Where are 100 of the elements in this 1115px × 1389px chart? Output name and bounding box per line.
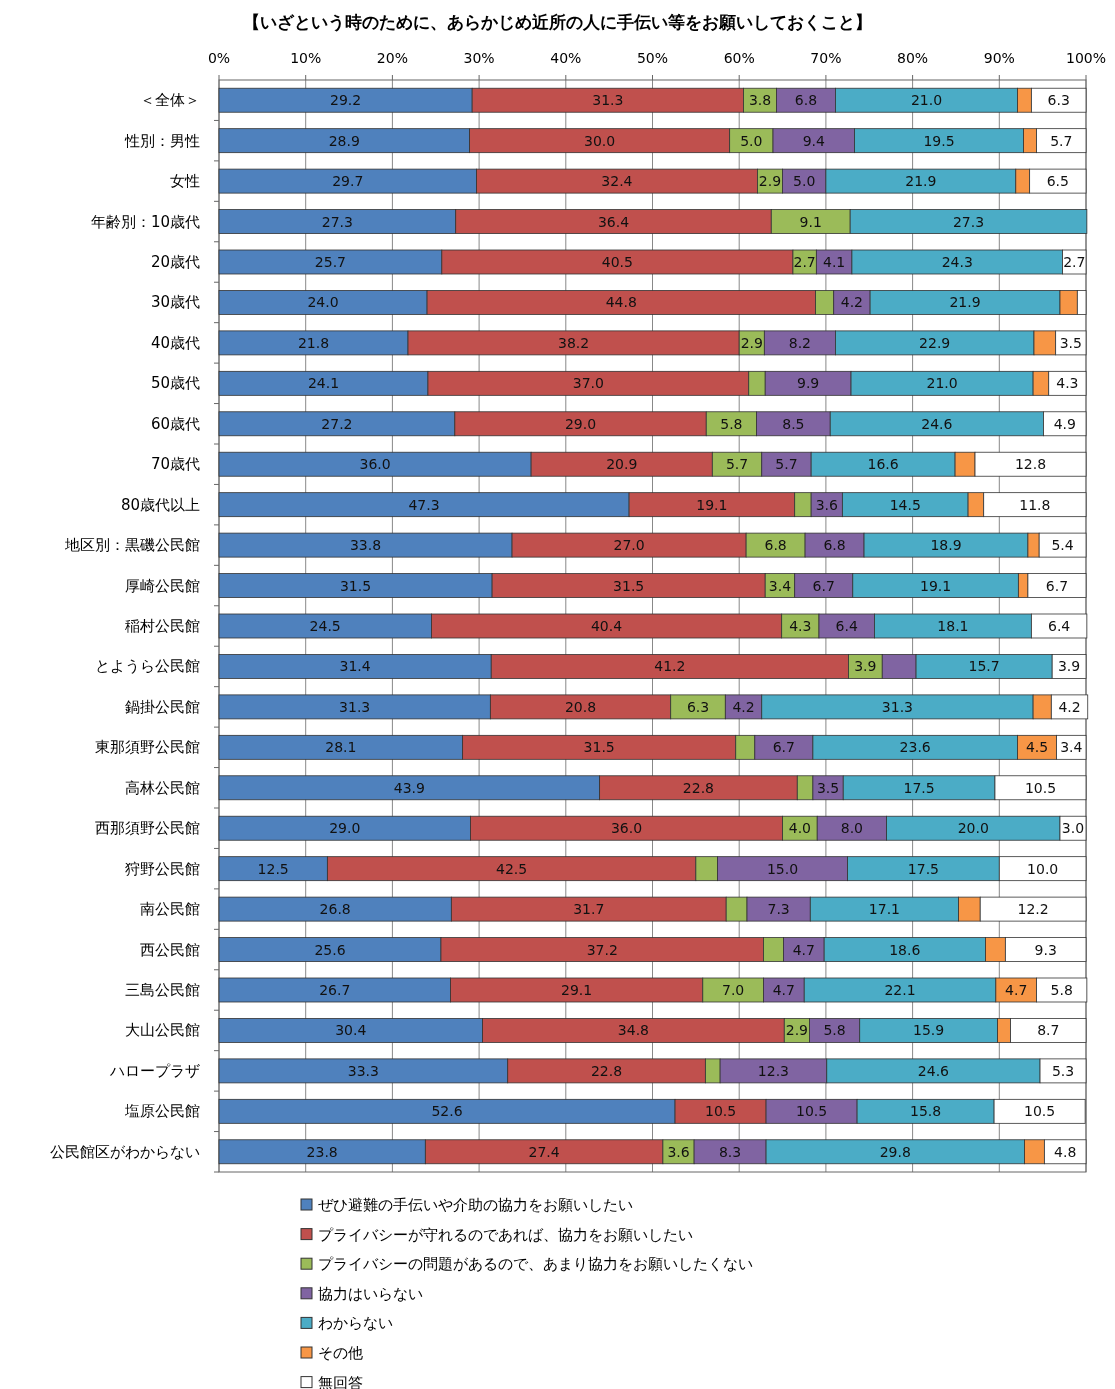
data-label: 42.5 [496,860,528,877]
data-label: 12.2 [1017,901,1049,918]
y-tick-label: 年齢別：10歳代 [90,212,200,231]
y-tick-label: 高林公民館 [125,778,200,797]
data-label: 5.3 [1051,1062,1075,1079]
data-label: 25.6 [314,941,346,958]
data-label: 31.3 [881,698,914,715]
x-tick-label: 0% [207,50,231,66]
data-label: 5.8 [823,1022,846,1039]
data-label: 10.5 [1024,1103,1056,1120]
data-label: 22.1 [884,982,916,998]
data-label: 26.7 [319,982,351,998]
data-label: 29.0 [564,415,597,432]
data-label: 6.7 [812,577,835,594]
data-label: 3.9 [1057,658,1081,675]
data-label: 18.1 [937,618,969,634]
y-tick-label: 80歳代以上 [120,495,200,514]
data-label: 18.9 [930,537,962,554]
data-label: 19.1 [919,577,952,594]
y-tick-label: 厚崎公民館 [125,576,200,595]
data-label: 3.6 [815,496,838,513]
data-label: 2.9 [740,334,763,351]
data-label: 10.5 [704,1103,737,1120]
data-label: 41.2 [654,658,686,675]
data-label: 10.5 [1024,779,1057,796]
data-label: 5.7 [725,456,749,473]
data-label: 9.1 [799,213,822,230]
y-tick-label: 70歳代 [150,455,200,474]
data-label: 5.7 [775,456,798,473]
data-label: 27.3 [952,213,985,230]
y-tick-label: ハロープラザ [109,1061,200,1080]
data-label: 2.7 [793,254,816,270]
data-label: 6.5 [1046,173,1069,190]
x-tick-label: 10% [290,50,322,66]
data-label: 26.8 [319,901,351,918]
data-label: 6.3 [686,698,710,715]
data-label: 8.7 [1037,1022,1060,1039]
data-label: 15.8 [910,1103,942,1120]
legend-label: プライバシーが守れるのであれば、協力をお願いしたい [318,1225,693,1244]
data-label: 22.8 [682,779,715,796]
data-label: 27.3 [321,213,353,230]
data-label: 8.3 [718,1143,742,1160]
y-tick-label: とようら公民館 [95,657,200,676]
legend-label: ぜひ避難の手伝いや介助の協力をお願いしたい [318,1196,633,1214]
legend-label: わからない [318,1314,393,1333]
data-label: 24.1 [307,375,340,392]
data-label: 17.1 [868,901,901,918]
data-label: 12.3 [757,1062,790,1079]
data-label: 3.5 [1059,334,1082,351]
y-tick-label: 性別：男性 [124,131,200,150]
data-label: 21.0 [926,375,958,392]
data-label: 31.3 [592,92,624,109]
data-label: 2.9 [758,173,782,190]
data-label: 15.9 [913,1022,945,1039]
data-label: 44.8 [605,294,637,311]
data-label: 10.5 [796,1103,828,1120]
chart-title: 【いざという時のために、あらかじめ近所の人に手伝い等をお願いしておくこと】 [243,12,872,32]
data-label: 31.7 [573,901,605,918]
data-label: 21.9 [905,173,937,190]
data-label: 6.8 [764,537,787,554]
data-label: 47.3 [408,496,440,513]
data-label: 20.9 [606,456,638,473]
data-label: 24.0 [307,294,339,311]
y-tick-label: 西公民館 [140,940,200,959]
data-label: 23.8 [306,1143,338,1160]
data-label: 20.8 [564,698,597,715]
data-label: 3.4 [768,577,792,594]
data-label: 22.9 [919,334,951,351]
data-label: 21.9 [949,294,981,311]
data-label: 38.2 [558,334,590,351]
data-label: 5.8 [720,415,743,432]
data-label: 37.0 [572,375,604,392]
data-label: 4.0 [788,820,812,837]
data-label: 3.6 [667,1143,690,1160]
data-label: 4.2 [840,294,864,311]
data-label: 10.0 [1027,860,1059,877]
x-tick-label: 20% [376,50,408,66]
data-label: 31.3 [339,698,371,715]
data-label: 4.5 [1025,739,1049,756]
data-label: 25.7 [314,254,346,270]
data-label: 20.0 [957,820,989,837]
data-label: 3.9 [854,658,877,675]
data-label: 29.1 [561,982,593,998]
data-label: 24.5 [309,618,341,634]
data-label: 5.0 [793,173,816,190]
x-tick-label: 50% [636,50,669,66]
data-label: 18.6 [889,941,921,958]
data-label: 8.5 [782,415,805,432]
y-tick-label: 40歳代 [150,333,200,352]
data-label: 14.5 [889,496,921,513]
data-label: 23.6 [899,739,931,756]
data-label: 36.0 [359,456,391,473]
data-label: 28.1 [325,739,357,756]
y-tick-label: 20歳代 [150,253,200,271]
data-label: 3.5 [816,779,840,796]
data-label: 33.8 [349,537,382,554]
data-label: 27.0 [613,537,645,554]
data-label: 16.6 [867,456,899,473]
legend-label: 協力はいらない [318,1284,423,1303]
data-label: 40.5 [601,254,633,270]
